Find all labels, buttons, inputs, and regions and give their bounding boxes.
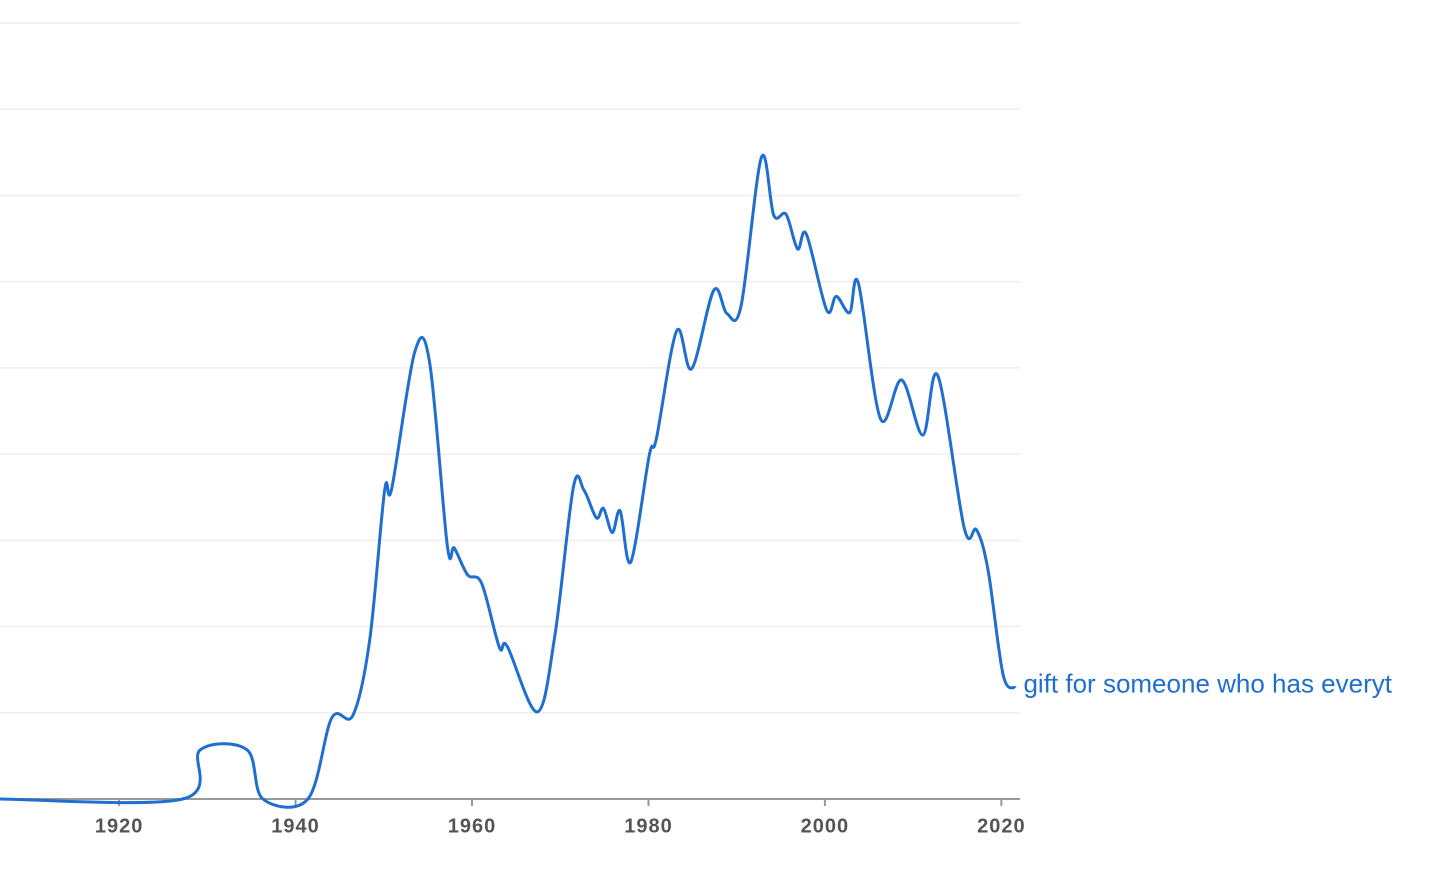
line-series <box>0 153 1017 809</box>
x-tick-label: 1960 <box>448 815 497 837</box>
x-tick-label: 2020 <box>977 815 1026 837</box>
x-tick-label: 1980 <box>624 815 673 837</box>
x-tick-label: 2000 <box>801 815 850 837</box>
series-label: gift for someone who has everyt <box>1023 669 1392 699</box>
x-tick-label: 1940 <box>271 815 320 837</box>
x-tick-label: 1920 <box>95 815 144 837</box>
